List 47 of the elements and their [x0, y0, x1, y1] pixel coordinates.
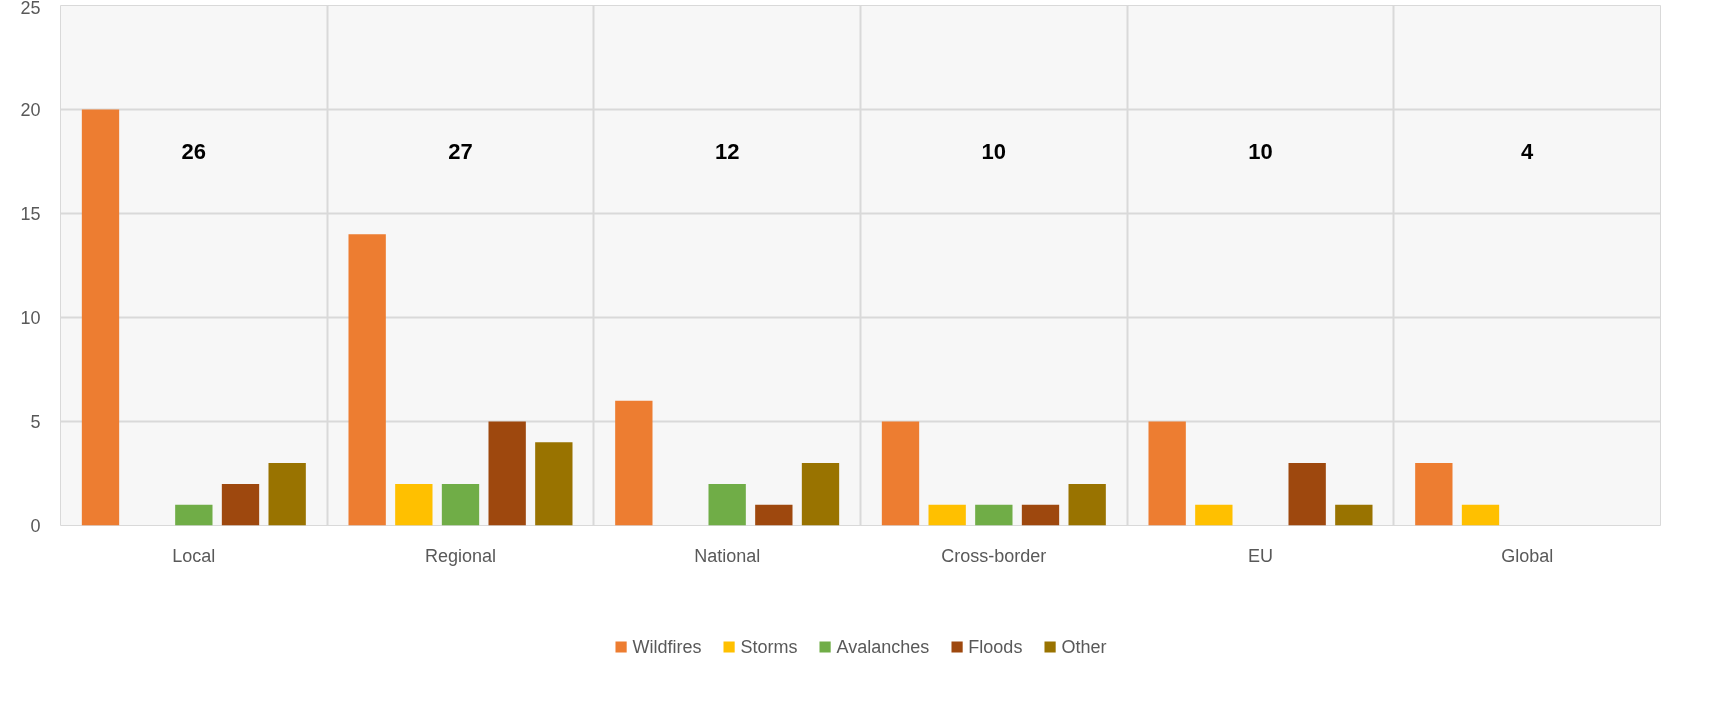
- bar: [1288, 463, 1326, 526]
- legend-label: Wildfires: [632, 636, 702, 658]
- bar: [1335, 504, 1373, 526]
- bar: [755, 504, 793, 526]
- bar: [221, 483, 260, 526]
- bar: [1148, 421, 1186, 526]
- bar: [1415, 463, 1453, 526]
- bar: [535, 442, 573, 526]
- annotation: 4: [1521, 138, 1535, 164]
- bar: [881, 421, 920, 526]
- legend-label: Avalanches: [836, 636, 930, 658]
- bar: [615, 400, 653, 526]
- bar: [801, 463, 840, 526]
- bar: [441, 483, 480, 526]
- y-tick-label: 10: [20, 308, 41, 328]
- bar: [1021, 504, 1060, 526]
- bar: [395, 483, 433, 526]
- y-tick-label: 5: [30, 412, 41, 432]
- x-tick-label: Cross-border: [941, 545, 1047, 566]
- x-tick-label: National: [694, 545, 761, 566]
- x-tick-label: Global: [1501, 545, 1554, 566]
- bar: [975, 504, 1013, 526]
- annotation: 12: [714, 138, 740, 164]
- x-tick-label: Regional: [424, 545, 497, 566]
- annotation: 26: [181, 138, 207, 164]
- y-tick-label: 25: [20, 0, 41, 18]
- bar: [928, 504, 966, 526]
- bar: [348, 234, 386, 526]
- bar: [1461, 504, 1500, 526]
- annotation: 10: [1248, 138, 1273, 164]
- x-tick-label: Local: [172, 545, 216, 566]
- legend-label: Other: [1061, 636, 1107, 658]
- bar: [268, 463, 306, 526]
- annotation: 27: [448, 138, 473, 164]
- annotation: 10: [981, 138, 1007, 164]
- bar: [175, 504, 213, 526]
- bar: [81, 109, 120, 526]
- bar: [1195, 504, 1233, 526]
- bar: [1068, 483, 1106, 526]
- legend-label: Storms: [740, 636, 798, 658]
- y-tick-label: 20: [20, 100, 41, 120]
- bar: [708, 483, 746, 526]
- bar: [488, 421, 526, 526]
- x-tick-label: EU: [1248, 545, 1274, 566]
- legend-label: Floods: [968, 636, 1023, 658]
- y-tick-label: 0: [30, 516, 41, 536]
- y-tick-label: 15: [20, 204, 41, 224]
